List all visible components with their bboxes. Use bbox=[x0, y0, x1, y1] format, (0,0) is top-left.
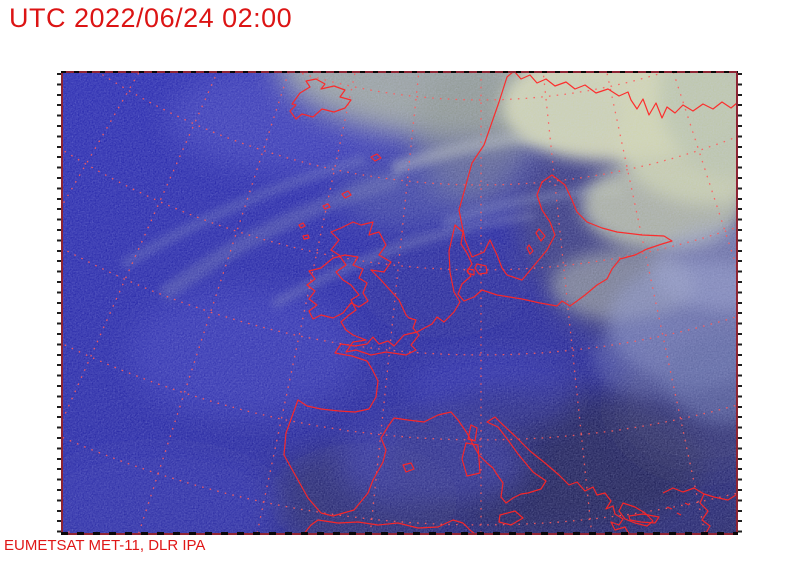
satellite-map-frame bbox=[57, 71, 742, 535]
timestamp-title: UTC 2022/06/24 02:00 bbox=[9, 3, 293, 33]
map-ticks-right bbox=[738, 73, 742, 533]
map-ticks-left bbox=[57, 73, 61, 533]
credit-label: EUMETSAT MET-11, DLR IPA bbox=[4, 537, 206, 554]
satellite-image bbox=[63, 73, 736, 533]
